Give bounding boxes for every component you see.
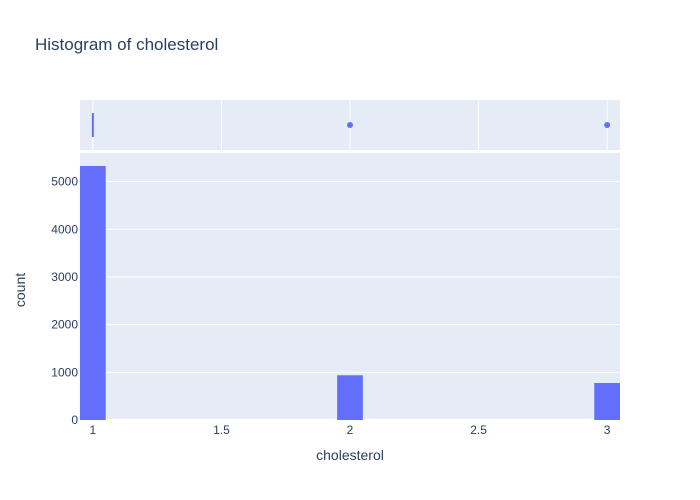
histogram-bar	[594, 383, 620, 420]
y-axis-ticks: 0 1000 2000 3000 4000 5000	[51, 175, 78, 427]
x-axis-title: cholesterol	[316, 447, 384, 463]
x-tick-label: 1.5	[213, 423, 230, 437]
x-tick-label: 2.5	[470, 423, 487, 437]
y-tick-label: 2000	[51, 318, 78, 332]
y-tick-label: 4000	[51, 222, 78, 236]
y-tick-label: 3000	[51, 270, 78, 284]
x-tick-label: 2	[347, 423, 354, 437]
box-outlier-point	[604, 122, 611, 128]
histogram-bar	[80, 166, 106, 420]
marginal-box-plot	[91, 113, 611, 137]
y-axis-title: count	[12, 273, 28, 307]
x-tick-label: 1	[90, 423, 97, 437]
x-tick-label: 3	[604, 423, 611, 437]
y-tick-label: 1000	[51, 365, 78, 379]
chart-title: Histogram of cholesterol	[35, 35, 218, 54]
histogram-bars	[80, 166, 620, 420]
y-tick-label: 0	[71, 413, 78, 427]
histogram-bar	[337, 375, 363, 420]
box-outlier-point	[347, 122, 353, 128]
y-tick-label: 5000	[51, 175, 78, 189]
x-axis-ticks: 1 1.5 2 2.5 3	[90, 423, 611, 437]
